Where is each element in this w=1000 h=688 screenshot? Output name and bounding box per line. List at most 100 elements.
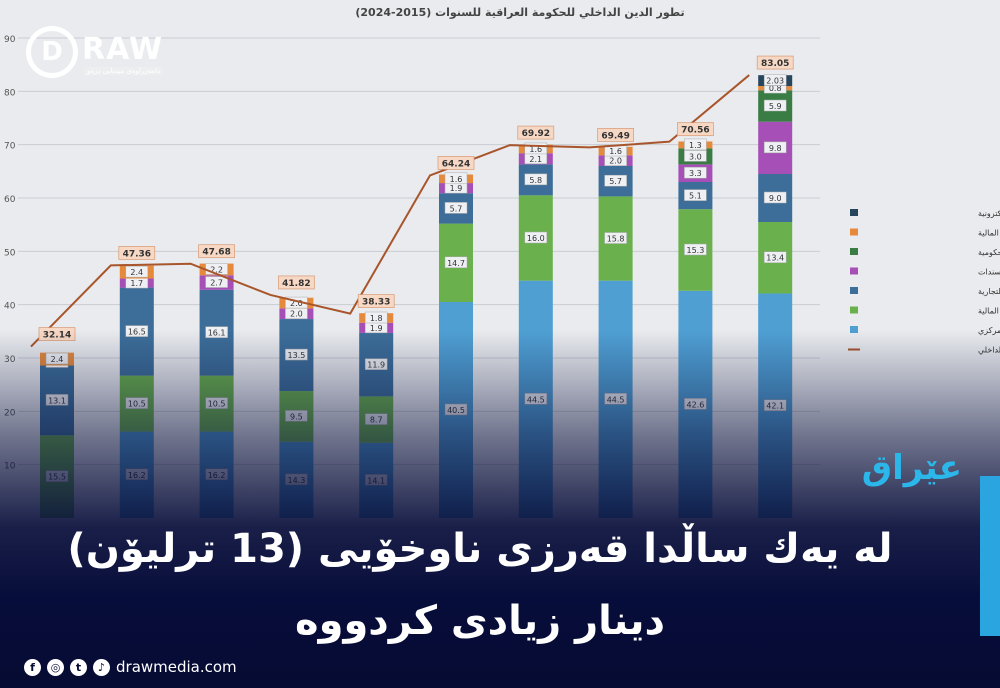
legend-swatch [850, 287, 858, 294]
legend-swatch [850, 306, 858, 314]
data-label: 2.4 [51, 355, 64, 364]
data-label: 10.5 [128, 400, 146, 409]
data-label: 1.9 [370, 324, 383, 333]
data-label-box [684, 243, 707, 256]
data-label: 42.6 [686, 400, 704, 409]
data-label: 9.8 [769, 144, 782, 153]
legend-swatch [850, 228, 858, 236]
data-label-box [684, 189, 707, 201]
data-label-box [763, 141, 787, 154]
bars: 15.513.10.02.416.210.516.51.72.416.210.5… [40, 74, 793, 518]
data-label-box [604, 174, 627, 187]
data-label: 2.2 [210, 265, 223, 274]
data-label-box [444, 256, 468, 269]
data-label: 44.5 [527, 395, 545, 404]
data-label-box [524, 142, 548, 155]
data-label: 40.5 [447, 406, 465, 415]
chart-title: تطور الدين الداخلي للحكومة العراقية للسن… [355, 6, 684, 19]
data-label: 0.8 [769, 84, 782, 93]
draw-logo: D RAW دامەزراوەی میدیایی درەو [26, 26, 176, 82]
data-label: 10.5 [208, 400, 226, 409]
tiktok-icon[interactable]: ♪ [93, 658, 110, 676]
y-tick-label: 90 [4, 35, 16, 45]
headline-line-2: دینار زیادی كردووە [294, 598, 666, 644]
data-label: 14.7 [447, 259, 465, 268]
data-label: 2.0 [290, 310, 303, 319]
legend-swatch [850, 267, 858, 275]
data-label: 5.1 [689, 192, 702, 201]
data-label-box [364, 311, 388, 324]
total-label-box [198, 244, 235, 259]
total-label-box [278, 275, 315, 290]
y-tick-label: 60 [4, 195, 16, 205]
legend-label: حوالات الخزينة الالكترونية [978, 209, 1000, 218]
data-label: 14.3 [287, 476, 305, 485]
y-tick-label: 10 [4, 462, 16, 472]
y-axis-ticks: 10 20 30 40 50 60 70 80 90 [4, 35, 16, 472]
data-label: 1.6 [529, 145, 542, 154]
data-label: 16.0 [527, 234, 545, 243]
total-label: 64.24 [442, 159, 470, 169]
legend-swatch [850, 209, 858, 216]
data-label-box [524, 173, 548, 186]
legend-swatch [850, 248, 858, 255]
data-label: 16.1 [208, 329, 226, 338]
instagram-icon[interactable]: ◎ [47, 658, 64, 676]
twitter-icon[interactable]: t [70, 658, 87, 676]
facebook-icon[interactable]: f [24, 658, 41, 676]
total-label: 70.56 [681, 126, 709, 136]
data-label: 9.5 [290, 412, 303, 421]
data-label: 2.1 [529, 155, 542, 164]
total-label: 38.33 [362, 298, 390, 308]
data-label: 2.7 [210, 279, 223, 288]
legend-swatch [850, 326, 858, 333]
data-label: 2.4 [130, 268, 143, 277]
total-label-box [677, 122, 714, 137]
data-label: 13.1 [48, 396, 66, 405]
data-label: 2.0 [290, 299, 303, 308]
data-label: 3.0 [689, 152, 702, 161]
data-label: 5.8 [529, 176, 542, 185]
data-label-box [684, 138, 707, 151]
accent-bar [980, 476, 1000, 636]
data-label: 16.2 [208, 471, 226, 480]
total-label: 83.05 [761, 59, 789, 69]
legend-label: حوالات الخزينة لدى المصارف التجارية [978, 287, 1000, 296]
data-label-box [604, 232, 627, 244]
region-label: عێراق [861, 448, 962, 488]
legend-label: قروض المصارف الحكومية [978, 248, 1000, 257]
total-label-box [437, 156, 475, 170]
data-label: 11.9 [367, 361, 385, 370]
total-label-box [597, 128, 634, 142]
total-label: 41.82 [282, 279, 310, 289]
website-link[interactable]: drawmedia.com [116, 658, 237, 676]
total-label-box [517, 125, 555, 140]
y-tick-label: 20 [4, 408, 16, 418]
y-tick-label: 50 [4, 248, 16, 258]
data-label: 5.7 [609, 177, 622, 186]
logo-word: RAW [82, 32, 164, 67]
data-label-box [444, 202, 468, 214]
data-label: 2.0 [609, 157, 622, 166]
total-label-box [357, 294, 395, 308]
y-tick-label: 70 [4, 142, 16, 152]
data-label: 15.8 [607, 235, 625, 244]
data-label: 1.3 [689, 141, 702, 150]
legend-label: السندات [978, 268, 1000, 277]
data-label: 42.1 [766, 402, 784, 411]
total-polyline [30, 74, 750, 348]
data-label: 2.03 [766, 77, 784, 86]
data-label: 14.1 [367, 476, 385, 485]
y-tick-label: 30 [4, 355, 16, 365]
total-label: 69.92 [522, 129, 550, 139]
data-label-box [763, 251, 787, 263]
data-label: 9.0 [769, 194, 782, 203]
y-tick-label: 40 [4, 302, 16, 312]
data-label: 1.9 [450, 184, 463, 193]
footer: f ◎ t ♪ drawmedia.com [24, 658, 237, 676]
data-label: 5.9 [769, 102, 782, 111]
data-label-box [684, 166, 707, 179]
data-label: 1.7 [130, 279, 143, 288]
headline-line-1: لە یەك ساڵدا قەرزی ناوخۆیی (13 ترلیۆن) [67, 526, 893, 572]
